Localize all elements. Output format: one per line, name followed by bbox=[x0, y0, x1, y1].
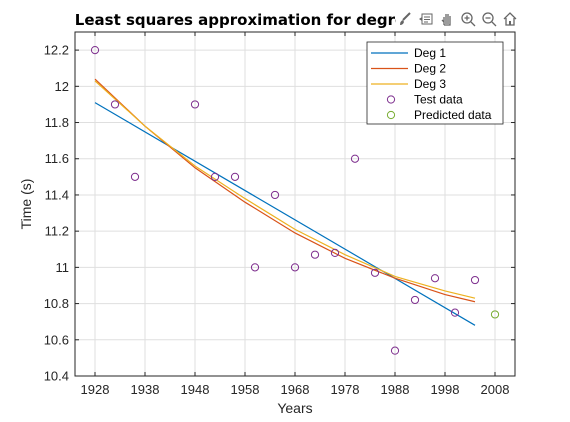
ticks: 1928 1938 1948 1958 1968 1978 1988 1998 2008 10.4… bbox=[44, 32, 515, 397]
data-point-predicted-data bbox=[490, 310, 500, 319]
y-tick-label: 10.4 bbox=[44, 369, 69, 384]
legend-label-predicted-data: Predicted data bbox=[414, 108, 492, 122]
grid bbox=[75, 32, 515, 377]
x-tick-label: 1958 bbox=[231, 382, 260, 397]
x-tick-label: 1938 bbox=[131, 382, 160, 397]
y-tick-label: 11.2 bbox=[45, 224, 69, 239]
pan-icon[interactable] bbox=[438, 9, 456, 29]
x-tick-label: 1988 bbox=[381, 382, 410, 397]
brush-icon[interactable] bbox=[396, 9, 414, 29]
data-point-test-data bbox=[130, 172, 140, 181]
data-point-test-data bbox=[110, 100, 120, 109]
y-tick-label: 11 bbox=[56, 260, 70, 275]
x-axis-label: Years bbox=[277, 400, 312, 416]
data-point-test-data bbox=[450, 308, 460, 317]
data-point-test-data bbox=[370, 268, 380, 277]
data-point-test-data bbox=[290, 263, 300, 272]
y-tick-label: 12.2 bbox=[44, 43, 69, 58]
data-tips-icon[interactable] bbox=[417, 9, 435, 29]
data-point-test-data bbox=[390, 346, 400, 355]
series-layer bbox=[90, 46, 500, 355]
chart-title: Least squares approximation for degre bbox=[75, 11, 405, 29]
y-tick-label: 11.8 bbox=[45, 115, 69, 130]
data-point-test-data bbox=[330, 248, 340, 257]
data-point-test-data bbox=[190, 100, 200, 109]
legend-label-deg-3: Deg 3 bbox=[414, 77, 446, 91]
data-point-test-data bbox=[310, 250, 320, 259]
legend-box bbox=[366, 41, 504, 125]
legend-swatch-predicted-data bbox=[386, 110, 396, 120]
data-point-test-data bbox=[230, 172, 240, 181]
y-tick-label: 10.8 bbox=[44, 296, 69, 311]
legend-label-deg-1: Deg 1 bbox=[414, 46, 446, 60]
data-point-test-data bbox=[430, 274, 440, 283]
legend-label-deg-2: Deg 2 bbox=[414, 62, 446, 76]
data-point-test-data bbox=[210, 172, 220, 181]
data-point-test-data bbox=[350, 154, 360, 163]
series-line-deg-3 bbox=[94, 80, 476, 299]
x-tick-label: 1968 bbox=[281, 382, 310, 397]
data-point-test-data bbox=[270, 190, 280, 200]
data-point-test-data bbox=[90, 46, 100, 55]
zoom-in-icon[interactable] bbox=[459, 9, 477, 29]
data-point-test-data bbox=[470, 275, 480, 285]
y-axis-label: Time (s) bbox=[18, 179, 34, 230]
series-line-deg-1 bbox=[94, 102, 476, 326]
legend-swatch-test-data bbox=[386, 95, 396, 104]
home-icon[interactable] bbox=[501, 9, 519, 29]
x-tick-label: 1998 bbox=[431, 382, 460, 397]
legend-label-test-data: Test data bbox=[414, 93, 463, 107]
y-tick-label: 10.6 bbox=[44, 332, 69, 347]
x-tick-label: 2008 bbox=[481, 382, 510, 397]
y-tick-label: 12 bbox=[55, 79, 69, 94]
x-tick-label: 1948 bbox=[181, 382, 210, 397]
y-tick-label: 11.6 bbox=[45, 151, 69, 166]
x-tick-label: 1978 bbox=[331, 382, 360, 397]
data-point-test-data bbox=[250, 263, 260, 272]
zoom-out-icon[interactable] bbox=[480, 9, 498, 29]
y-tick-label: 11.4 bbox=[45, 187, 69, 202]
x-tick-label: 1928 bbox=[81, 382, 110, 397]
data-point-test-data bbox=[410, 295, 420, 305]
axes-toolbar bbox=[396, 8, 520, 30]
